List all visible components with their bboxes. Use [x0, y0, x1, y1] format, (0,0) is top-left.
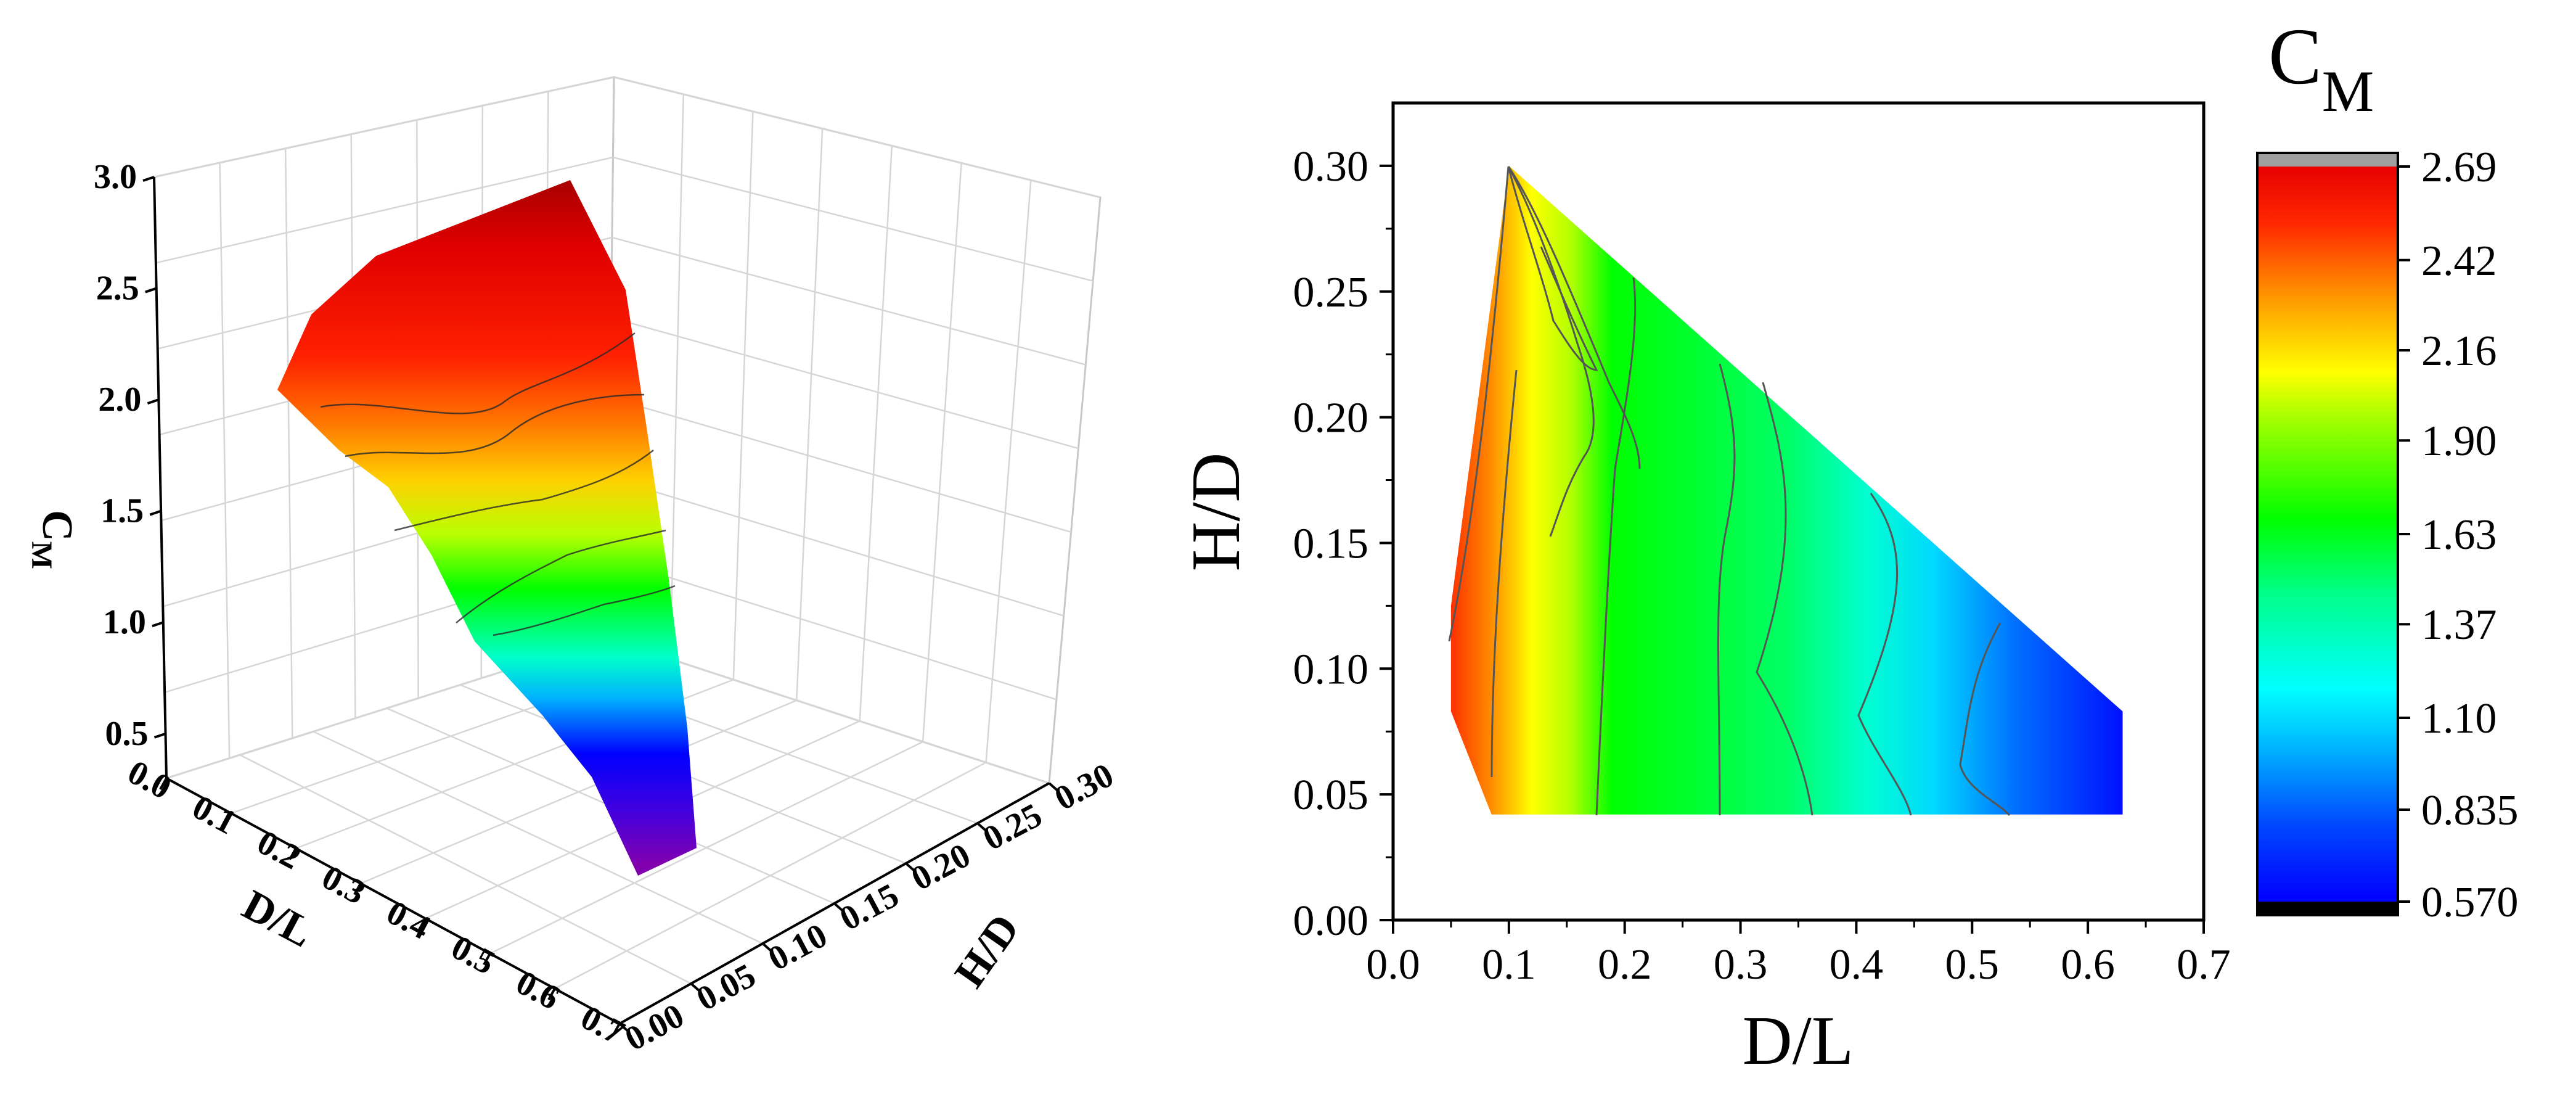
y-tick-mark-3d: [762, 942, 774, 953]
x-tick-mark-3d: [547, 988, 556, 1001]
surface-contour-lines: [320, 332, 676, 636]
x-tick-label: 0.5: [1945, 941, 2000, 989]
y-tick-label: 0.15: [1293, 520, 1369, 567]
y-tick-mark-3d: [618, 1022, 631, 1034]
z-tick-mark: [153, 732, 166, 739]
grid-line-vertical: [859, 146, 893, 722]
z-tick-label: 1.5: [100, 492, 144, 530]
grid-line-vertical: [219, 162, 231, 759]
z-tick-label: 0.5: [105, 715, 149, 753]
z-tick-mark: [149, 509, 162, 516]
grid-line-vertical: [985, 180, 1032, 763]
grid-line-vertical: [284, 148, 293, 739]
grid-line-floor: [239, 754, 692, 985]
grid-line-vertical: [732, 111, 754, 680]
z-axis-title-sub: M: [25, 541, 58, 569]
colorbar-tick-label: 2.16: [2421, 327, 2497, 375]
colorbar: CM 2.69 2.42 2.16 1.90 1.63 1.37 1.10 0.835 0.57…: [2256, 12, 2519, 926]
ticks-2d: 0.0 0.1 0.2 0.3 0.4 0.5 0.6 0.7 0.00 0.05 0.10 0.15…: [1293, 143, 2231, 989]
contour-fill-region: [1450, 165, 2123, 815]
z-tick-mark: [142, 176, 155, 182]
x-tick-mark-3d: [353, 882, 362, 895]
y-tick-label-3d: 0.30: [1049, 756, 1120, 818]
colorbar-tick-label: 2.69: [2421, 144, 2497, 191]
x-tick-label: 0.6: [2061, 941, 2115, 989]
contour-lines: [1448, 166, 2011, 816]
grid-3d: [153, 76, 1101, 990]
colorbar-tick-label: 1.37: [2421, 601, 2497, 649]
colorbar-under-cap: [2257, 902, 2398, 915]
x-axis-line: [166, 777, 620, 1025]
y-tick-label: 0.20: [1293, 395, 1369, 442]
y-tick-mark-3d: [1048, 782, 1060, 793]
colorbar-tick-label: 1.10: [2421, 695, 2497, 742]
colorbar-tick-label: 0.835: [2421, 787, 2519, 834]
colorbar-tick-label: 1.90: [2421, 417, 2497, 465]
x-tick-mark-3d: [159, 778, 168, 790]
z-tick-mark: [145, 287, 157, 294]
x-tick-mark-3d: [224, 812, 232, 825]
grid-line-horizontal: [157, 236, 1086, 366]
z-tick-label: 2.5: [96, 269, 139, 308]
y-tick-label: 0.00: [1293, 897, 1369, 945]
cm-surface: [277, 180, 697, 876]
z-tick-mark: [147, 398, 160, 405]
z-axis-title: CM: [25, 510, 81, 569]
grid-line-vertical: [796, 128, 824, 701]
z-tick-label: 3.0: [94, 158, 137, 196]
y-tick-mark-3d: [905, 862, 917, 873]
x-tick-mark-3d: [418, 918, 427, 931]
surface-plot-3d: 0.51.01.52.02.53.00.00.10.20.30.40.50.60…: [25, 76, 1120, 1058]
x-axis-title-3d: D/L: [235, 881, 321, 957]
z-tick-label: 2.0: [98, 380, 141, 419]
x-tick-mark-3d: [288, 847, 297, 860]
colorbar-tick-label: 0.570: [2421, 879, 2519, 926]
grid-line-horizontal: [153, 76, 1101, 199]
x-tick-label: 0.3: [1714, 941, 1768, 989]
grid-line-horizontal: [155, 156, 1094, 282]
y-axis-title: H/D: [1178, 453, 1254, 572]
colorbar-gradient: [2257, 167, 2398, 902]
y-tick-mark-3d: [833, 902, 845, 913]
z-axis-line: [153, 176, 168, 779]
z-axis-title-main: C: [33, 510, 81, 541]
x-tick-label: 0.1: [1482, 941, 1536, 989]
y-tick-label: 0.30: [1293, 143, 1369, 191]
x-tick-label: 0.7: [2177, 941, 2231, 989]
y-tick-mark-3d: [976, 822, 989, 833]
x-tick-label: 0.4: [1830, 941, 1884, 989]
x-tick-mark-3d: [612, 1023, 621, 1035]
colorbar-title: CM: [2268, 12, 2374, 124]
y-tick-label: 0.05: [1293, 771, 1369, 819]
y-tick-label: 0.10: [1293, 646, 1369, 693]
colorbar-tick-label: 2.42: [2421, 237, 2497, 285]
grid-line-vertical: [669, 94, 684, 659]
grid-line-floor: [313, 731, 763, 945]
colorbar-title-main: C: [2268, 12, 2322, 101]
colorbar-title-sub: M: [2322, 59, 2374, 124]
colorbar-ticks: 2.69 2.42 2.16 1.90 1.63 1.37 1.10 0.835 0.570: [2398, 144, 2519, 926]
colorbar-over-cap: [2257, 153, 2398, 167]
y-tick-mark-3d: [690, 982, 702, 993]
contour-plot: 0.0 0.1 0.2 0.3 0.4 0.5 0.6 0.7 0.00 0.05 0.10 0.15…: [1178, 101, 2231, 1079]
x-axis-title: D/L: [1743, 1003, 1854, 1079]
z-tick-mark: [152, 621, 164, 628]
x-tick-label: 0.0: [1366, 941, 1420, 989]
grid-line-vertical: [922, 163, 962, 742]
y-axis-title-3d: H/D: [946, 906, 1028, 996]
x-tick-mark-3d: [483, 953, 491, 966]
x-tick-label: 0.2: [1598, 941, 1652, 989]
y-tick-label: 0.25: [1293, 269, 1369, 316]
colorbar-tick-label: 1.63: [2421, 511, 2497, 559]
z-tick-label: 1.0: [103, 603, 146, 641]
